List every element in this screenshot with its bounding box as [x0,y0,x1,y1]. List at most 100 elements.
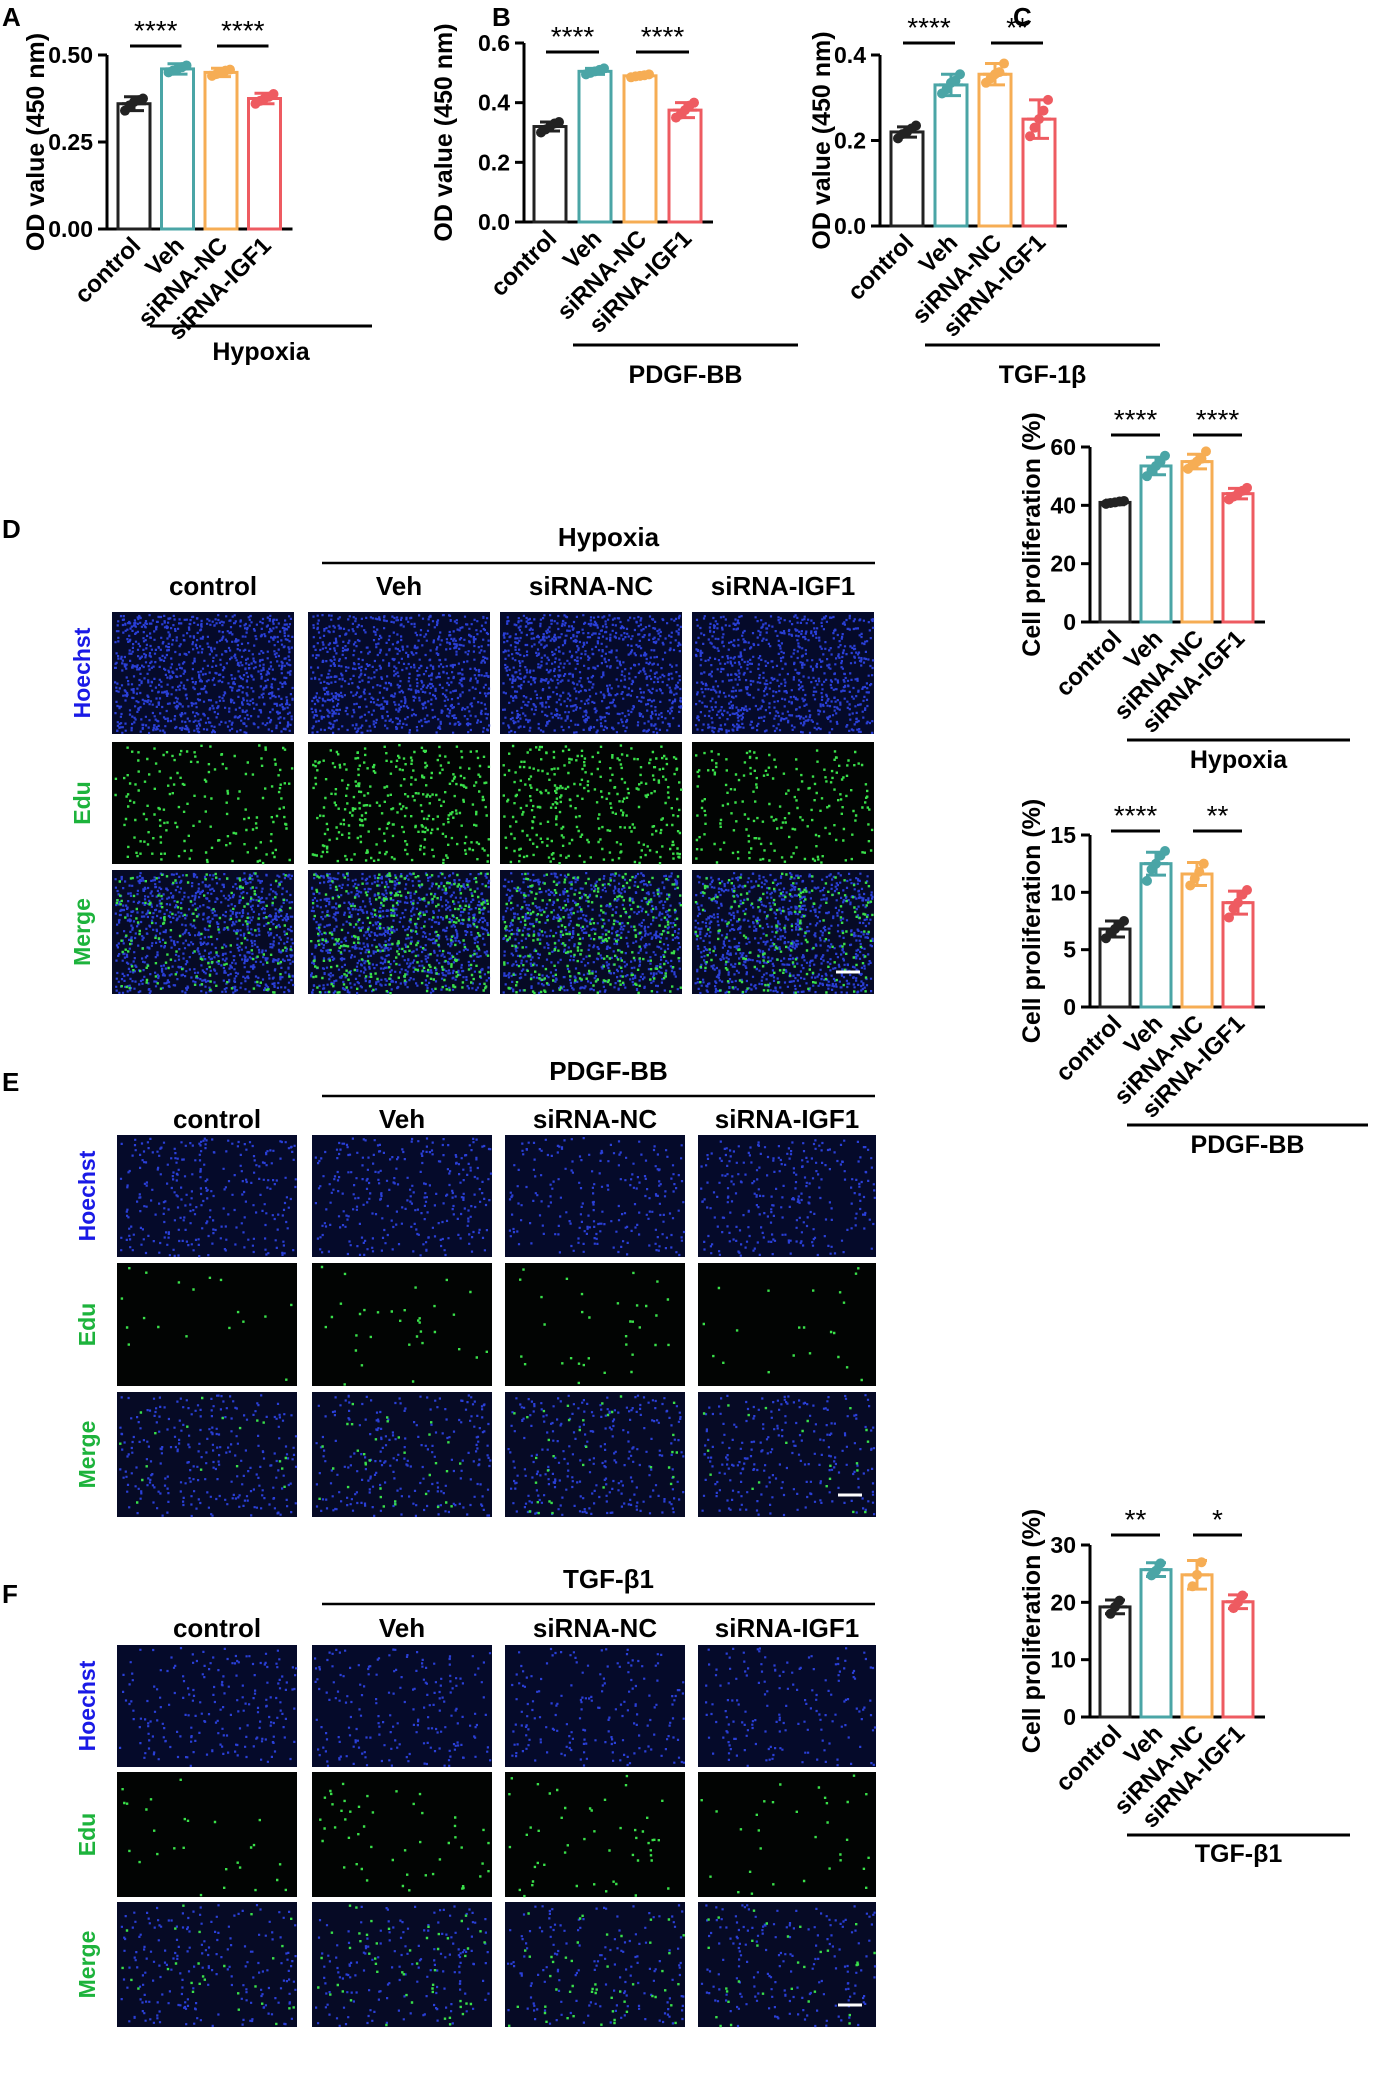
category-label-control: control [1051,1720,1128,1797]
y-tick-label: 0.4 [834,42,866,68]
micrograph-column-sirna-nc: siRNA-NC [533,1104,657,1134]
micrograph-edu-sirna-igf1 [692,742,874,864]
micrograph-hoechst-sirna-igf1 [698,1135,876,1257]
micrograph-background [117,1772,297,1897]
edu-positive-cells [502,744,683,865]
hoechst-nuclei [315,1905,490,2027]
micrograph-background [500,742,682,864]
micrograph-column-sirna-nc: siRNA-NC [533,1613,657,1643]
hoechst-nuclei [315,1394,492,1517]
y-tick-label: 40 [1050,492,1076,518]
data-point [1034,114,1044,125]
significance-label: ** [1125,1504,1147,1535]
data-point [999,58,1009,69]
group-label: Hypoxia [212,338,310,366]
hoechst-nuclei [119,1647,298,1767]
micrograph-row-hoechst: Hoechst [74,1150,100,1241]
y-tick-label: 0.2 [834,128,866,154]
y-tick-label: 0.4 [478,90,510,116]
data-point [1151,1565,1161,1576]
micrograph-group-label: PDGF-BB [549,1056,667,1086]
bar-sirna-igf1 [667,108,703,224]
bar-veh [160,67,195,231]
bar-sirna-nc [1180,460,1214,624]
micrograph-merge-sirna-nc [505,1902,685,2027]
bar-sirna-nc [977,72,1013,228]
micrograph-column-veh: Veh [379,1613,425,1643]
edu-positive-cells [695,749,874,864]
micrograph-hoechst-sirna-nc [505,1135,686,1257]
y-tick-label: 0.50 [48,42,93,68]
significance-label: ** [1207,800,1229,831]
bar-sirna-nc [622,74,658,224]
y-tick-label: 0.6 [478,30,510,56]
hoechst-nuclei [701,1394,876,1517]
data-point [1192,1569,1202,1580]
bar-veh [1139,862,1173,1009]
chart-e-proliferation-pdgf-bb: Cell proliferation (%) 051015controlVehsi… [1018,799,1368,1159]
data-point [1160,450,1170,461]
micrograph-grid-e: PDGF-BB control Veh siRNA-NC siRNA-IGF1 Hoech… [74,1056,876,1518]
micrograph-background [312,1772,492,1897]
bar-sirna-nc [203,70,239,231]
micrograph-background [117,1645,297,1767]
micrograph-merge-sirna-igf1 [698,1902,877,2028]
micrograph-edu-veh [312,1772,492,1897]
chart-a-y-axis-title: OD value (450 nm) [22,33,50,251]
chart-d-proliferation-hypoxia: Cell proliferation (%) 0204060controlVehs… [1018,404,1350,774]
micrograph-merge-veh [308,870,491,995]
data-point [1029,122,1040,133]
category-label-control: control [843,229,920,306]
data-point [181,60,192,71]
group-label: Hypoxia [1190,746,1288,774]
micrograph-edu-sirna-nc [505,1263,685,1386]
y-tick-label: 0 [1063,609,1076,635]
data-point [1038,105,1049,116]
micrograph-merge-veh [312,1392,492,1517]
micrograph-hoechst-veh [312,1135,493,1257]
micrograph-merge-sirna-nc [505,1392,685,1517]
micrograph-background [698,1392,876,1517]
chart-b-y-axis-title: OD value (450 nm) [430,23,458,241]
data-point [1201,446,1211,457]
bar-control [889,130,925,228]
chart-f-proliferation-tgf: Cell proliferation (%) 0102030controlVehs… [1018,1504,1350,1868]
micrograph-background [308,612,490,734]
micrograph-row-edu: Edu [74,1303,100,1346]
bar-control [1098,1605,1132,1719]
micrograph-column-control: control [169,571,257,601]
data-point [1119,495,1129,506]
bar-veh [577,69,613,224]
micrograph-column-control: control [173,1104,261,1134]
significance-label: **** [221,15,265,46]
micrograph-background [698,1902,876,2027]
micrograph-hoechst-veh [308,612,491,734]
micrograph-row-merge: Merge [74,1421,100,1489]
significance-label: **** [1196,404,1240,435]
data-point [1196,453,1207,464]
panel-letter-e: E [2,1067,19,1097]
panel-letter-d: D [2,514,21,544]
micrograph-background [505,1392,685,1517]
chart-c-od-tgf: OD value (450 nm)0.00.20.4controlVehsiRN… [808,12,1160,389]
chart-a-od-hypoxia: OD value (450 nm)0.000.250.50controlVehs… [22,15,372,366]
data-point [955,69,965,80]
micrograph-background [505,1772,685,1897]
data-point [1187,1581,1198,1592]
edu-positive-cells [310,872,490,995]
chart-b-od-pdgf-bb: OD value (450 nm) 0.00.20.40.6controlVehs… [430,21,798,389]
data-point [1025,131,1035,142]
panel-letter-c: C [1013,2,1032,32]
data-point [599,63,609,74]
hoechst-nuclei [120,1904,297,2027]
edu-positive-cells [115,872,292,994]
data-point [1142,875,1152,886]
panel-letter-f: F [2,1579,18,1609]
micrograph-background [312,1263,492,1386]
micrograph-background [308,870,490,994]
category-label-control: control [70,232,147,309]
micrograph-edu-sirna-igf1 [698,1263,876,1386]
micrograph-edu-control [117,1772,297,1897]
data-point [1224,912,1234,923]
